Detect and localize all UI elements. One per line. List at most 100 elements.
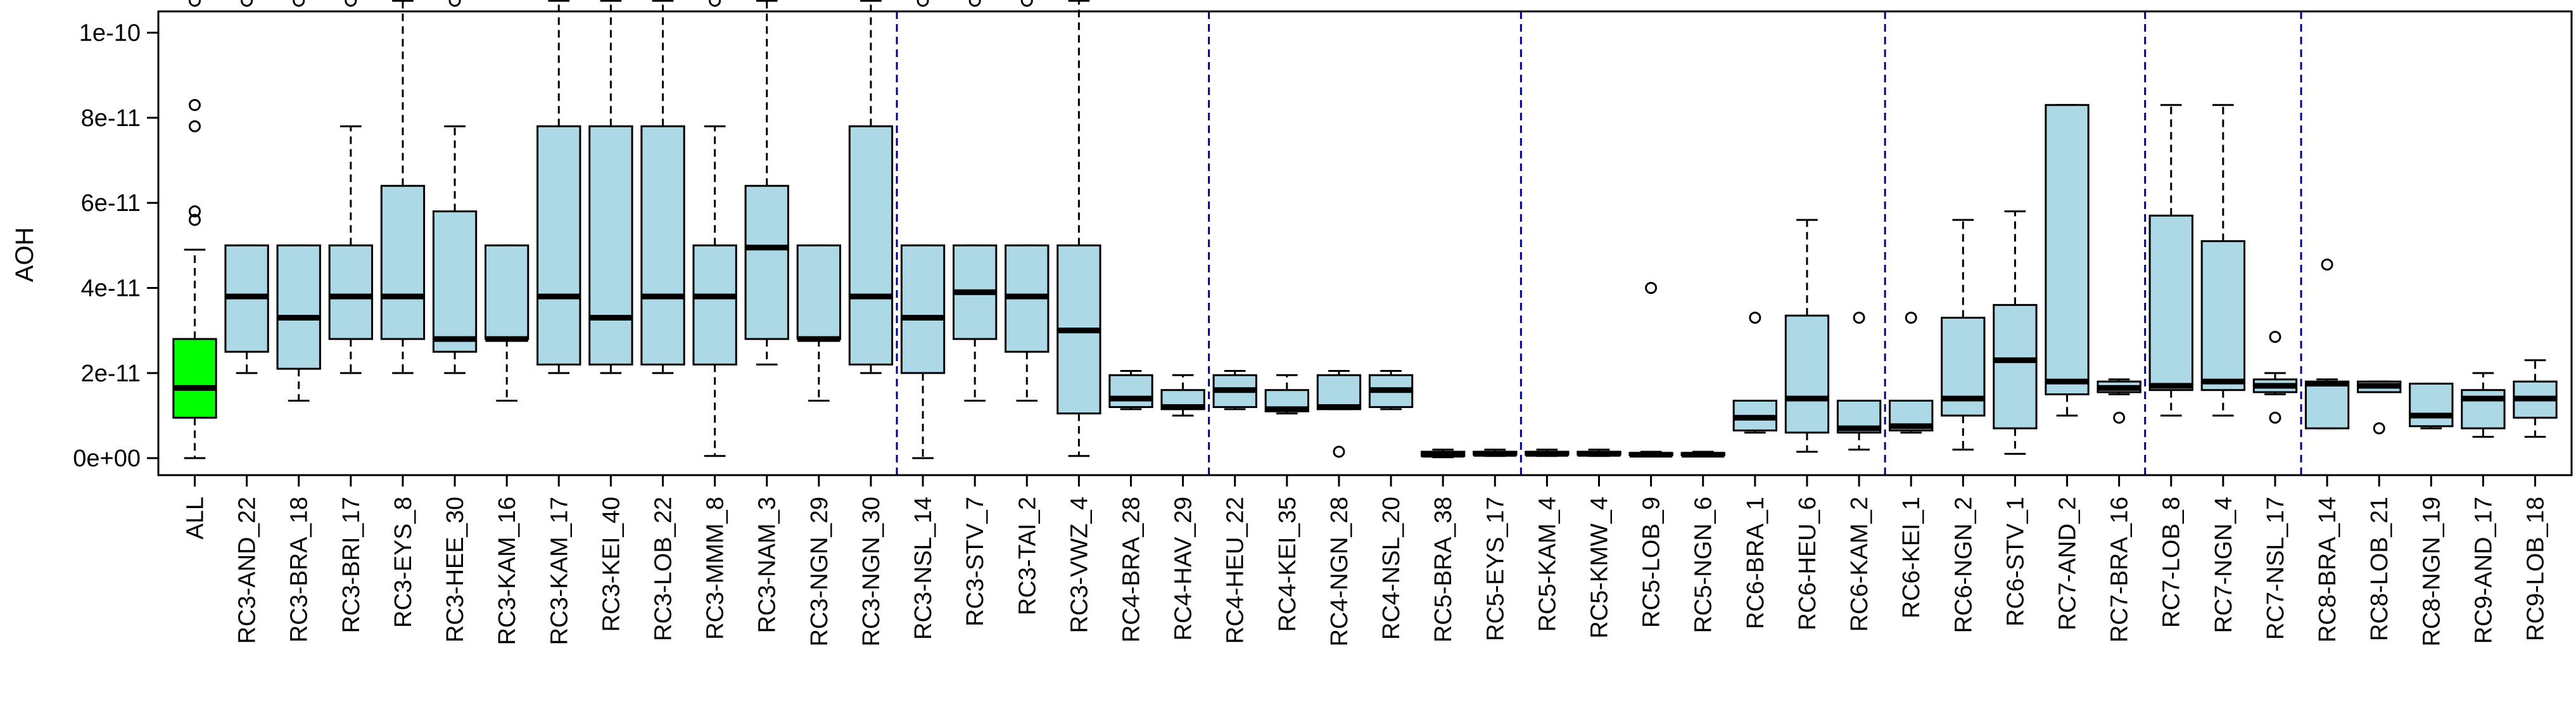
box-RC9-AND_17 — [2461, 372, 2506, 438]
iqr-box — [2148, 214, 2193, 392]
outlier-point — [1645, 282, 1658, 295]
iqr-box — [1993, 303, 2038, 430]
x-tick-label: RC3-HEE_30 — [442, 497, 469, 642]
x-tick-label: RC4-KEI_35 — [1274, 497, 1301, 632]
iqr-box — [692, 244, 737, 366]
box-RC7-NSL_17 — [2252, 331, 2298, 424]
outlier-point — [2321, 258, 2333, 271]
outlier-point — [1333, 445, 1345, 458]
box-RC3-NGN_30 — [848, 0, 894, 374]
iqr-box — [848, 125, 894, 366]
iqr-box — [1316, 374, 1362, 411]
group-separators — [896, 11, 2302, 475]
x-tick-label: RC3-EYS_8 — [390, 497, 417, 628]
x-tick-label: RC6-STV_1 — [2002, 497, 2029, 627]
outlier-point — [188, 99, 201, 111]
box-RC4-KEI_35 — [1264, 374, 1309, 415]
box-RC3-KAM_16 — [484, 244, 530, 402]
outlier-point — [188, 213, 201, 226]
box-RC5-KAM_4 — [1525, 449, 1570, 457]
box-RC3-KEI_40 — [588, 0, 633, 374]
y-tick-label: 8e-11 — [81, 105, 141, 132]
box-RC6-KAM_2 — [1836, 312, 1882, 451]
x-tick-label: RC7-NGN_4 — [2211, 497, 2237, 633]
box-RC7-AND_2 — [2045, 104, 2090, 417]
box-ALL — [172, 0, 217, 459]
x-tick-label: RC6-KAM_2 — [1846, 497, 1873, 632]
iqr-box — [328, 244, 373, 340]
x-tick-label: RC3-BRI_17 — [338, 497, 365, 633]
box-RC3-NGN_29 — [796, 244, 841, 402]
iqr-box — [484, 244, 530, 340]
box-RC3-NSL_14 — [900, 0, 946, 459]
box-RC3-TAI_2 — [1005, 0, 1050, 402]
x-tick-label: RC3-KEI_40 — [598, 497, 625, 632]
box-RC3-AND_22 — [224, 0, 269, 374]
x-tick-label: RC8-NGN_19 — [2418, 497, 2445, 647]
x-tick-label: RC5-EYS_17 — [1482, 497, 1509, 641]
iqr-box — [640, 125, 685, 366]
box-RC5-NGN_6 — [1680, 450, 1725, 458]
box-RC9-LOB_18 — [2513, 359, 2558, 438]
box-RC3-HEE_30 — [432, 0, 478, 374]
x-tick-label: RC6-NGN_2 — [1950, 497, 1977, 633]
outlier-point — [293, 0, 305, 7]
iqr-box — [900, 244, 946, 374]
x-tick-label: RC6-KEI_1 — [1898, 497, 1925, 618]
x-tick-label: RC5-BRA_38 — [1430, 497, 1457, 642]
iqr-box — [432, 210, 478, 353]
outlier-point — [2373, 422, 2385, 435]
x-tick-label: RC3-KAM_17 — [546, 497, 573, 645]
y-axis-label: AOH — [11, 227, 39, 283]
box-RC4-HAV_29 — [1160, 374, 1205, 417]
x-tick-label: RC4-HAV_29 — [1171, 497, 1197, 640]
outlier-point — [345, 0, 357, 7]
x-tick-label: RC5-KAM_4 — [1534, 497, 1561, 632]
x-tick-label: RC5-NGN_6 — [1691, 497, 1717, 633]
x-tick-label: RC3-AND_22 — [234, 497, 261, 644]
x-tick-label: RC8-LOB_21 — [2366, 497, 2393, 641]
box-RC5-BRA_38 — [1421, 449, 1466, 459]
x-tick-label: RC4-NGN_28 — [1326, 497, 1353, 647]
x-tick-label: RC3-MMM_8 — [702, 497, 729, 640]
y-tick-label: 0e+00 — [73, 445, 141, 472]
box-RC3-BRI_17 — [328, 0, 373, 374]
x-tick-label: RC3-STV_7 — [962, 497, 989, 627]
box-RC4-NGN_28 — [1316, 369, 1362, 458]
box-RC4-NSL_20 — [1368, 369, 1414, 411]
x-tick-label: RC8-BRA_14 — [2314, 497, 2341, 642]
box-RC3-KAM_17 — [536, 0, 581, 374]
x-tick-label: RC6-BRA_1 — [1742, 497, 1769, 629]
boxes-layer — [172, 0, 2558, 459]
y-tick-label: 4e-11 — [81, 276, 141, 302]
iqr-box — [2045, 104, 2090, 395]
outlier-point — [188, 205, 201, 218]
box-RC3-MMM_8 — [692, 0, 737, 457]
outlier-point — [188, 0, 201, 7]
outlier-point — [1749, 312, 1761, 324]
box-RC6-STV_1 — [1993, 210, 2038, 455]
box-RC8-LOB_21 — [2357, 380, 2402, 435]
x-tick-label: RC3-VWZ_4 — [1066, 497, 1093, 633]
iqr-box — [2304, 380, 2350, 430]
outlier-point — [2113, 411, 2126, 424]
iqr-box — [172, 338, 217, 419]
x-tick-label: RC3-BRA_18 — [286, 497, 313, 642]
y-axis: 0e+00 2e-11 4e-11 6e-11 8e-11 1e-10 — [73, 20, 158, 472]
iqr-box — [1108, 374, 1153, 409]
box-RC7-BRA_16 — [2097, 378, 2141, 424]
box-RC7-LOB_8 — [2148, 104, 2193, 417]
x-tick-label: RC3-NGN_30 — [858, 497, 885, 647]
box-RC5-LOB_9 — [1628, 282, 1673, 458]
box-RC6-BRA_1 — [1732, 312, 1778, 434]
iqr-box — [796, 244, 841, 340]
box-RC3-STV_7 — [952, 0, 998, 402]
y-tick-label: 1e-10 — [79, 20, 141, 47]
iqr-box — [2409, 383, 2454, 428]
x-tick-label: ALL — [182, 497, 208, 540]
x-tick-label: RC6-HEU_6 — [1794, 497, 1821, 630]
iqr-box — [588, 125, 633, 366]
outlier-point — [2269, 411, 2281, 424]
iqr-box — [2200, 240, 2246, 392]
iqr-box — [1784, 314, 1830, 434]
